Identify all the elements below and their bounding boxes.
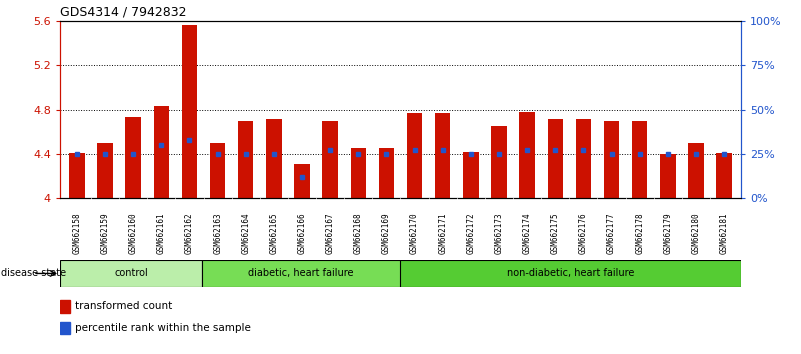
Bar xyxy=(435,113,450,198)
Bar xyxy=(323,121,338,198)
Bar xyxy=(210,143,225,198)
Bar xyxy=(604,121,619,198)
Bar xyxy=(60,260,202,287)
Text: GSM662177: GSM662177 xyxy=(607,212,616,254)
Bar xyxy=(519,112,535,198)
Text: percentile rank within the sample: percentile rank within the sample xyxy=(75,323,252,333)
Text: GDS4314 / 7942832: GDS4314 / 7942832 xyxy=(60,6,187,19)
Bar xyxy=(491,126,507,198)
Text: GSM662167: GSM662167 xyxy=(326,212,335,254)
Text: GSM662171: GSM662171 xyxy=(438,212,447,254)
Bar xyxy=(266,119,282,198)
Text: GSM662180: GSM662180 xyxy=(691,212,700,254)
Text: GSM662176: GSM662176 xyxy=(579,212,588,254)
Text: GSM662161: GSM662161 xyxy=(157,212,166,254)
Text: GSM662170: GSM662170 xyxy=(410,212,419,254)
Text: disease state: disease state xyxy=(1,268,66,279)
Text: GSM662165: GSM662165 xyxy=(269,212,279,254)
Bar xyxy=(202,260,400,287)
Text: GSM662163: GSM662163 xyxy=(213,212,222,254)
Text: GSM662159: GSM662159 xyxy=(101,212,110,254)
Text: GSM662173: GSM662173 xyxy=(494,212,504,254)
Text: diabetic, heart failure: diabetic, heart failure xyxy=(248,268,354,279)
Text: GSM662175: GSM662175 xyxy=(551,212,560,254)
Bar xyxy=(294,164,310,198)
Text: GSM662169: GSM662169 xyxy=(382,212,391,254)
Text: transformed count: transformed count xyxy=(75,302,173,312)
Text: control: control xyxy=(114,268,148,279)
Bar xyxy=(576,119,591,198)
Bar xyxy=(126,118,141,198)
Bar xyxy=(400,260,741,287)
Bar xyxy=(660,154,675,198)
Bar xyxy=(351,148,366,198)
Bar xyxy=(154,107,169,198)
Bar xyxy=(182,24,197,198)
Bar xyxy=(716,153,732,198)
Text: GSM662158: GSM662158 xyxy=(72,212,82,254)
Text: GSM662160: GSM662160 xyxy=(129,212,138,254)
Text: GSM662179: GSM662179 xyxy=(663,212,672,254)
Bar xyxy=(98,143,113,198)
Bar xyxy=(69,153,85,198)
Text: GSM662164: GSM662164 xyxy=(241,212,250,254)
Text: GSM662181: GSM662181 xyxy=(719,212,729,254)
Text: GSM662178: GSM662178 xyxy=(635,212,644,254)
Bar xyxy=(407,113,422,198)
Bar xyxy=(60,300,70,313)
Text: GSM662172: GSM662172 xyxy=(466,212,475,254)
Bar xyxy=(463,152,478,198)
Text: GSM662168: GSM662168 xyxy=(354,212,363,254)
Bar xyxy=(548,119,563,198)
Bar xyxy=(60,322,70,335)
Bar xyxy=(688,143,703,198)
Text: GSM662162: GSM662162 xyxy=(185,212,194,254)
Text: GSM662174: GSM662174 xyxy=(522,212,532,254)
Text: GSM662166: GSM662166 xyxy=(297,212,307,254)
Text: non-diabetic, heart failure: non-diabetic, heart failure xyxy=(507,268,634,279)
Bar xyxy=(632,121,647,198)
Bar xyxy=(379,148,394,198)
Bar xyxy=(238,121,253,198)
